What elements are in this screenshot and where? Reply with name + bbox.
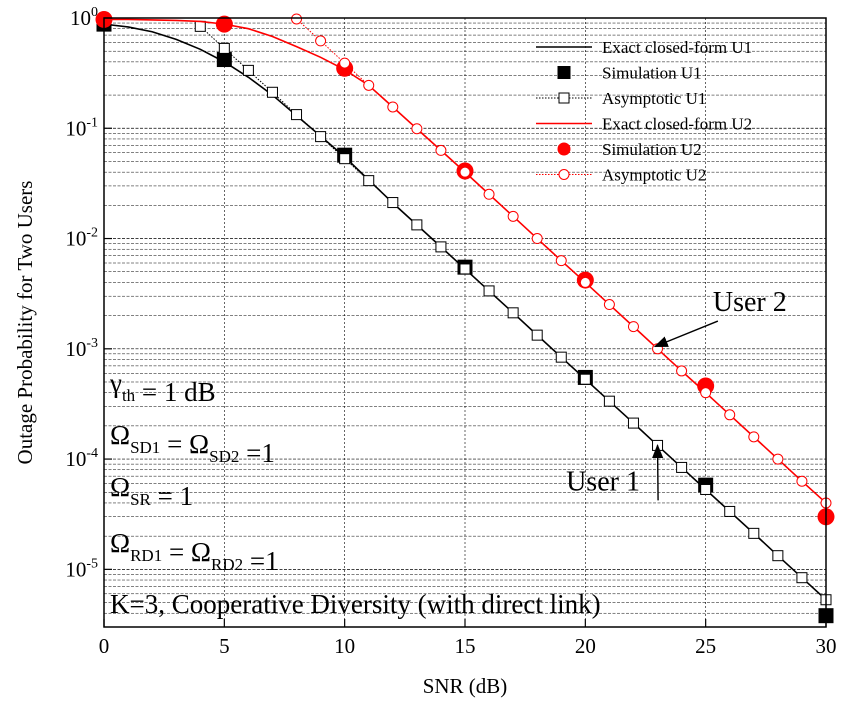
legend-label: Asymptotic U2 — [602, 166, 706, 185]
data-point — [291, 109, 303, 121]
data-point — [242, 64, 254, 76]
data-point — [724, 409, 736, 421]
data-point — [772, 453, 784, 465]
legend-item: Exact closed-form U1 — [536, 38, 752, 57]
x-tick-label: 25 — [695, 634, 716, 658]
data-point — [216, 52, 232, 68]
legend: Exact closed-form U1 Simulation U1 Asympto… — [536, 38, 752, 185]
data-point — [339, 57, 351, 69]
data-point — [627, 321, 639, 333]
legend-item: Asymptotic U1 — [536, 89, 706, 108]
data-point — [724, 505, 736, 517]
data-point — [557, 66, 571, 79]
y-axis-title: Outage Probability for Two Users — [13, 181, 37, 465]
data-point — [315, 131, 327, 143]
legend-item: Simulation U1 — [557, 64, 702, 83]
series-layer — [95, 10, 835, 624]
data-point — [507, 307, 519, 319]
x-tick-label: 10 — [334, 634, 355, 658]
data-point — [459, 263, 471, 275]
data-point — [796, 572, 808, 584]
x-tick-label: 0 — [99, 634, 110, 658]
grid-lines — [103, 17, 827, 628]
x-tick-label: 15 — [455, 634, 476, 658]
data-point — [266, 86, 278, 98]
x-tick-label: 20 — [575, 634, 596, 658]
data-point — [435, 144, 447, 156]
annotation-arrow — [653, 320, 719, 348]
annotation-user-2: User 2 — [653, 287, 787, 348]
annotation-arrow — [652, 444, 664, 501]
data-point — [215, 15, 233, 33]
data-point — [579, 276, 591, 288]
data-point — [700, 387, 712, 399]
data-point — [603, 395, 615, 407]
y-tick-label: 10-3 — [65, 336, 98, 361]
data-point — [555, 255, 567, 267]
legend-label: Asymptotic U1 — [602, 89, 706, 108]
x-axis-title: SNR (dB) — [423, 674, 508, 698]
data-point — [483, 188, 495, 200]
data-point — [387, 197, 399, 209]
data-point — [579, 373, 591, 385]
parameter-line: K=3, Cooperative Diversity (with direct … — [110, 589, 601, 619]
data-point — [363, 175, 375, 187]
y-tick-label: 10-2 — [65, 226, 98, 251]
y-tick-label: 10-5 — [65, 556, 98, 581]
legend-item: Exact closed-form U2 — [536, 115, 752, 134]
data-point — [676, 461, 688, 473]
data-point — [748, 431, 760, 443]
data-point — [627, 417, 639, 429]
data-point — [291, 13, 303, 25]
parameter-text-block: γth = 1 dB ΩSD1 = ΩSD2 =1 ΩSR = 1 ΩRD1 = ΩR… — [109, 368, 601, 619]
y-tick-label: 100 — [70, 5, 98, 30]
legend-item: Asymptotic U2 — [536, 166, 706, 185]
legend-item: Simulation U2 — [557, 140, 702, 159]
parameter-line: γth = 1 dB — [109, 368, 216, 407]
data-point — [531, 329, 543, 341]
data-point — [555, 351, 567, 363]
parameter-line: ΩRD1 = ΩRD2 =1 — [110, 528, 279, 576]
legend-label: Simulation U2 — [602, 140, 702, 159]
data-point — [557, 142, 571, 156]
legend-label: Simulation U1 — [602, 64, 702, 83]
tick-layer: 0 5 10 15 20 25 30 100 10-1 10-2 10-3 10-4 10-5 — [65, 5, 836, 658]
series-asymptotic-u2 — [291, 13, 832, 509]
x-tick-label: 5 — [219, 634, 230, 658]
data-point — [483, 285, 495, 297]
annotation-label: User 1 — [566, 466, 640, 497]
x-tick-label: 30 — [816, 634, 837, 658]
data-point — [194, 20, 206, 32]
annotation-user-1: User 1 — [566, 444, 664, 501]
y-tick-label: 10-4 — [65, 446, 98, 471]
data-point — [387, 101, 399, 113]
data-point — [676, 365, 688, 377]
data-point — [315, 35, 327, 47]
y-tick-label: 10-1 — [65, 115, 98, 140]
data-point — [218, 42, 230, 54]
data-point — [363, 79, 375, 91]
data-point — [796, 475, 808, 487]
data-point — [459, 166, 471, 178]
data-point — [558, 169, 570, 180]
data-point — [603, 299, 615, 311]
data-point — [507, 210, 519, 222]
data-point — [772, 550, 784, 562]
data-point — [435, 241, 447, 253]
data-point — [531, 233, 543, 245]
annotation-layer: User 2 User 1 — [566, 287, 787, 501]
data-point — [411, 123, 423, 135]
parameter-line: ΩSR = 1 — [110, 472, 193, 511]
data-point — [411, 219, 423, 231]
data-point — [558, 92, 570, 104]
parameter-line: ΩSD1 = ΩSD2 =1 — [110, 420, 275, 468]
data-point — [700, 483, 712, 495]
annotation-label: User 2 — [713, 287, 787, 318]
data-point — [339, 153, 351, 165]
data-point — [748, 527, 760, 539]
legend-label: Exact closed-form U2 — [602, 115, 752, 134]
legend-label: Exact closed-form U1 — [602, 38, 752, 57]
